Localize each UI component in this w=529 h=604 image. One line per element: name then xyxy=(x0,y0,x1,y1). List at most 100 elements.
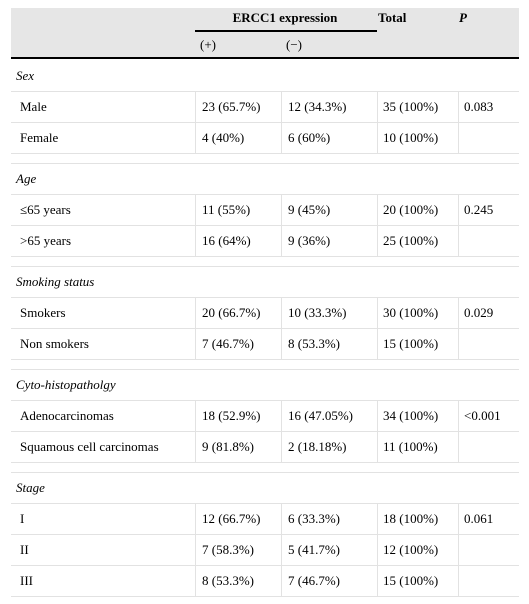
group-title: Stage xyxy=(16,479,45,495)
row-divider xyxy=(11,472,519,473)
cell-neg: 7 (46.7%) xyxy=(288,572,340,588)
column-separator xyxy=(281,401,282,431)
row-divider xyxy=(11,328,519,329)
cell-total: 20 (100%) xyxy=(383,201,439,217)
cell-total: 11 (100%) xyxy=(383,438,438,454)
cell-label: Female xyxy=(20,129,59,145)
column-separator xyxy=(195,92,196,122)
cell-neg: 16 (47.05%) xyxy=(288,407,353,423)
row-divider xyxy=(11,91,519,92)
cell-neg: 9 (45%) xyxy=(288,201,331,217)
cell-label: ≤65 years xyxy=(20,201,71,217)
cell-neg: 6 (33.3%) xyxy=(288,510,340,526)
cell-label: I xyxy=(20,510,25,526)
cell-p: 0.061 xyxy=(464,510,494,526)
cell-total: 35 (100%) xyxy=(383,98,439,114)
column-separator xyxy=(458,535,459,565)
cell-label: Adenocarcinomas xyxy=(20,407,114,423)
row-divider xyxy=(11,163,519,164)
column-separator xyxy=(195,195,196,225)
column-separator xyxy=(281,566,282,596)
cell-pos: 16 (64%) xyxy=(202,232,251,248)
column-separator xyxy=(281,298,282,328)
cell-pos: 7 (58.3%) xyxy=(202,541,254,557)
cell-pos: 18 (52.9%) xyxy=(202,407,261,423)
cell-label: II xyxy=(20,541,29,557)
column-separator xyxy=(377,504,378,534)
group-underline xyxy=(195,30,377,32)
cell-neg: 2 (18.18%) xyxy=(288,438,347,454)
cell-label: Non smokers xyxy=(20,335,89,351)
row-divider xyxy=(11,225,519,226)
group-title: Cyto-histopatholgy xyxy=(16,376,116,392)
column-separator xyxy=(281,329,282,359)
column-separator xyxy=(281,123,282,153)
column-separator xyxy=(377,329,378,359)
column-separator xyxy=(458,566,459,596)
column-separator xyxy=(458,92,459,122)
column-separator xyxy=(281,92,282,122)
column-separator xyxy=(281,535,282,565)
column-separator xyxy=(458,226,459,256)
cell-label: >65 years xyxy=(20,232,72,248)
row-divider xyxy=(11,462,519,463)
cell-pos: 23 (65.7%) xyxy=(202,98,261,114)
column-separator xyxy=(458,432,459,462)
column-separator xyxy=(195,401,196,431)
column-separator xyxy=(195,504,196,534)
column-separator xyxy=(377,535,378,565)
column-separator xyxy=(377,566,378,596)
row-divider xyxy=(11,122,519,123)
cell-total: 12 (100%) xyxy=(383,541,439,557)
cell-p: 0.029 xyxy=(464,304,494,320)
cell-pos: 11 (55%) xyxy=(202,201,251,217)
total-header: Total xyxy=(378,10,407,25)
cell-total: 34 (100%) xyxy=(383,407,439,423)
column-separator xyxy=(377,195,378,225)
row-divider xyxy=(11,153,519,154)
row-divider xyxy=(11,297,519,298)
column-separator xyxy=(281,226,282,256)
column-separator xyxy=(377,226,378,256)
row-divider xyxy=(11,596,519,597)
cell-neg: 8 (53.3%) xyxy=(288,335,340,351)
row-divider xyxy=(11,194,519,195)
column-separator xyxy=(458,195,459,225)
table-header-background xyxy=(11,8,519,58)
cell-neg: 9 (36%) xyxy=(288,232,331,248)
cell-total: 30 (100%) xyxy=(383,304,439,320)
row-divider xyxy=(11,359,519,360)
column-separator xyxy=(281,432,282,462)
negative-column-header: (−) xyxy=(286,37,302,52)
column-separator xyxy=(281,195,282,225)
row-divider xyxy=(11,369,519,370)
cell-neg: 10 (33.3%) xyxy=(288,304,347,320)
column-separator xyxy=(195,535,196,565)
cell-neg: 6 (60%) xyxy=(288,129,331,145)
column-separator xyxy=(377,298,378,328)
header-bottom-rule xyxy=(11,57,519,59)
column-separator xyxy=(195,226,196,256)
column-separator xyxy=(195,329,196,359)
group-title: Age xyxy=(16,170,37,186)
row-divider xyxy=(11,503,519,504)
cell-p: 0.083 xyxy=(464,98,494,114)
row-divider xyxy=(11,256,519,257)
cell-total: 15 (100%) xyxy=(383,572,439,588)
cell-total: 15 (100%) xyxy=(383,335,439,351)
cell-neg: 5 (41.7%) xyxy=(288,541,340,557)
cell-pos: 7 (46.7%) xyxy=(202,335,254,351)
group-title: Sex xyxy=(16,67,35,83)
cell-total: 25 (100%) xyxy=(383,232,439,248)
row-divider xyxy=(11,266,519,267)
row-divider xyxy=(11,431,519,432)
column-separator xyxy=(377,401,378,431)
cell-pos: 9 (81.8%) xyxy=(202,438,254,454)
column-separator xyxy=(195,123,196,153)
row-divider xyxy=(11,565,519,566)
column-separator xyxy=(195,566,196,596)
p-value-header: P xyxy=(459,10,467,25)
cell-pos: 8 (53.3%) xyxy=(202,572,254,588)
cell-pos: 4 (40%) xyxy=(202,129,245,145)
ercc1-expression-header: ERCC1 expression xyxy=(232,10,338,25)
